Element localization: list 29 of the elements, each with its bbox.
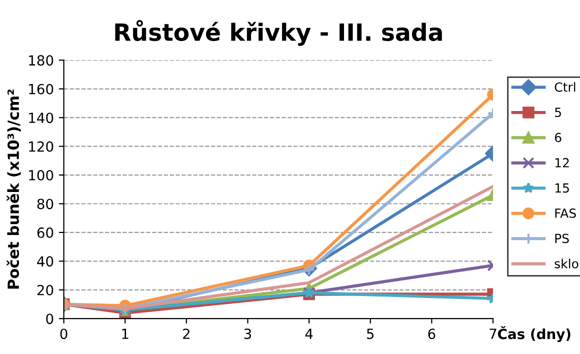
legend-label: PS bbox=[555, 234, 569, 244]
x-tick-label: 7 bbox=[490, 328, 496, 339]
y-tick-label: 40 bbox=[37, 256, 54, 267]
y-tick-label: 0 bbox=[46, 314, 54, 324]
x-tick-label: 4 bbox=[305, 328, 313, 339]
legend-label: 12 bbox=[555, 158, 569, 168]
x-tick-label: 3 bbox=[244, 328, 252, 340]
y-tick-label: 140 bbox=[29, 112, 54, 124]
legend-label: FAS bbox=[555, 208, 576, 218]
x-tick-label: 2 bbox=[183, 328, 190, 339]
legend-label: 6 bbox=[554, 132, 562, 142]
y-tick-label: 80 bbox=[37, 198, 54, 210]
y-tick-label: 160 bbox=[29, 84, 54, 94]
y-tick-label: 60 bbox=[37, 227, 54, 238]
x-tick-label: 1 bbox=[122, 328, 128, 339]
x-tick-label: 5 bbox=[367, 328, 374, 340]
y-tick-label: 120 bbox=[29, 141, 54, 152]
chart-title: Růstové křivky - III. sada bbox=[115, 20, 442, 46]
legend-label: 15 bbox=[555, 183, 569, 193]
legend-label: 5 bbox=[555, 108, 561, 118]
legend-label: sklo bbox=[554, 258, 578, 268]
x-tick-label: 6 bbox=[428, 328, 436, 340]
legend-label: Ctrl bbox=[554, 82, 576, 92]
y-tick-label: 100 bbox=[29, 170, 54, 181]
y-tick-label: 180 bbox=[29, 55, 54, 66]
x-tick-label: 0 bbox=[60, 328, 68, 340]
y-axis-title: Počet buněk (x10³)/cm² bbox=[6, 90, 21, 289]
y-tick-label: 20 bbox=[37, 284, 54, 296]
x-axis-title: Čas (dny) bbox=[498, 326, 570, 342]
